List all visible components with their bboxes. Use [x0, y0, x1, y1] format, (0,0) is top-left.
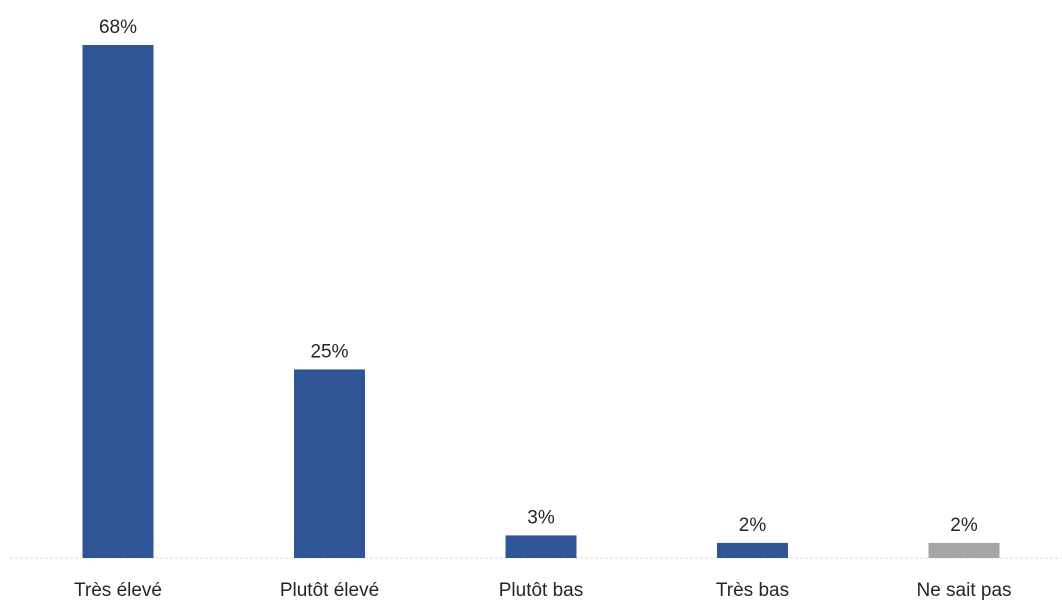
data-label-5: 2%: [950, 515, 978, 536]
bar-1: [82, 45, 154, 558]
bar-2: [294, 369, 365, 558]
x-tick-label-5: Ne sait pas: [916, 580, 1011, 601]
data-labels-group: 68% 25% 3% 2% 2%: [99, 17, 978, 536]
x-tick-label-3: Plutôt bas: [499, 580, 584, 601]
x-tick-label-1: Très élevé: [74, 580, 162, 601]
x-tick-label-2: Plutôt élevé: [280, 580, 379, 601]
bars-group: [82, 45, 1000, 558]
x-axis-tick-labels: Très élevé Plutôt élevé Plutôt bas Très bas…: [74, 580, 1012, 601]
bar-5: [928, 542, 1000, 558]
bar-3: [505, 535, 577, 558]
data-label-3: 3%: [527, 507, 555, 528]
x-tick-label-4: Très bas: [716, 580, 789, 601]
data-label-2: 25%: [310, 341, 348, 362]
bar-4: [717, 542, 788, 558]
data-label-4: 2%: [739, 515, 767, 536]
data-label-1: 68%: [99, 17, 137, 38]
